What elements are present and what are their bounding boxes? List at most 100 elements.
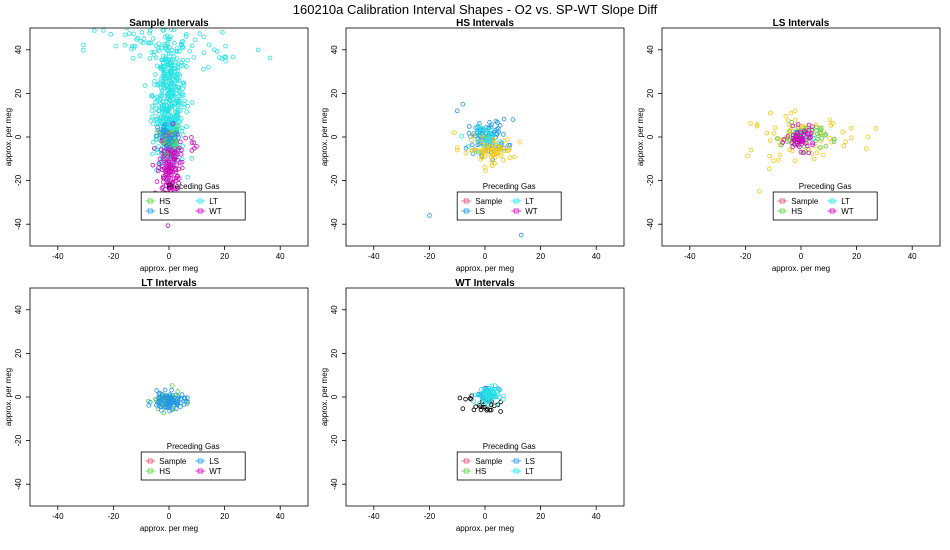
series-ls [154,120,181,150]
legend-entry-sample: Sample [475,457,503,466]
data-point [153,110,159,116]
data-point [795,142,801,148]
data-point [189,135,194,140]
data-point [179,392,185,397]
data-point [485,394,491,400]
data-point [255,47,261,53]
legend-entry-hs: HS [791,207,802,216]
data-point [814,128,819,133]
data-point [161,74,167,79]
data-point [756,189,762,194]
data-point [166,51,172,56]
data-point [169,147,174,153]
data-point [161,105,167,110]
data-point [818,127,823,133]
data-point [486,402,491,408]
legend-entry-wt: WT [841,207,854,216]
legend-entry-lt: LT [209,197,218,206]
data-point [764,130,770,136]
legend-swatch-square [197,458,203,464]
data-point [492,152,498,157]
data-point [183,135,188,141]
legend-entry-wt: WT [209,207,222,216]
data-point [163,28,169,30]
data-point [481,396,487,402]
data-point [463,396,468,402]
data-point [174,162,179,168]
data-point [768,110,773,116]
legend-swatch-square [829,208,835,214]
data-point [164,33,170,39]
legend-swatch-square [463,198,469,204]
points-layer [427,102,524,238]
y-tick-label: 40 [330,305,339,314]
data-point [467,396,473,401]
data-point [173,169,179,175]
data-point [822,133,828,138]
data-point [159,167,165,173]
data-point [501,132,506,137]
data-point [160,99,166,104]
data-point [101,28,106,33]
data-point [177,49,182,54]
data-point [487,120,492,125]
data-point [174,127,180,133]
data-point [172,186,178,191]
data-point [180,91,185,96]
data-point [191,55,197,60]
x-tick-label: -40 [52,512,64,521]
data-point [230,54,236,60]
legend-title: Preceding Gas [167,442,220,451]
data-point [181,63,187,68]
data-point [165,394,170,400]
data-point [165,97,170,102]
y-tick-label: -20 [330,434,339,446]
legend-swatch-square [513,198,519,204]
x-tick-label: 40 [276,252,285,261]
data-point [480,133,486,139]
panel-ls-intervals: LS Intervals -40 -20 0 20 40 -40 -20 0 20 40 approx… [636,18,941,273]
legend-swatch-square [147,208,153,214]
legend-entry-sample: Sample [159,457,187,466]
data-point [843,139,848,145]
x-tick-label: -20 [108,512,120,521]
data-point [80,47,86,53]
data-point [157,100,163,105]
data-point [176,166,181,172]
data-point [160,60,166,65]
legend-entry-hs: HS [159,467,170,476]
data-point [161,410,167,416]
data-point [506,147,512,153]
data-point [166,87,171,93]
data-point [81,42,86,48]
data-point [745,153,750,159]
data-point [772,125,778,131]
y-tick-label: 20 [330,348,339,357]
data-point [137,53,143,58]
data-point [174,150,179,156]
data-point [164,91,170,97]
data-point [156,46,161,51]
data-point [156,391,162,397]
data-point [181,402,187,407]
data-point [475,136,481,142]
legend-swatch-square [513,458,519,464]
data-point [154,179,160,184]
data-point [159,134,165,140]
x-tick-label: -20 [740,252,752,261]
legend-title: Preceding Gas [167,182,220,191]
data-point [149,93,154,99]
data-point [181,83,187,88]
data-point [487,137,492,142]
y-tick-label: 20 [14,348,23,357]
data-point [831,139,837,145]
data-point [171,120,176,126]
data-point [152,96,157,101]
data-point [801,150,806,155]
data-point [771,131,777,136]
data-point [827,117,833,123]
data-point [92,28,97,33]
data-point [482,154,488,160]
data-point [150,103,155,109]
